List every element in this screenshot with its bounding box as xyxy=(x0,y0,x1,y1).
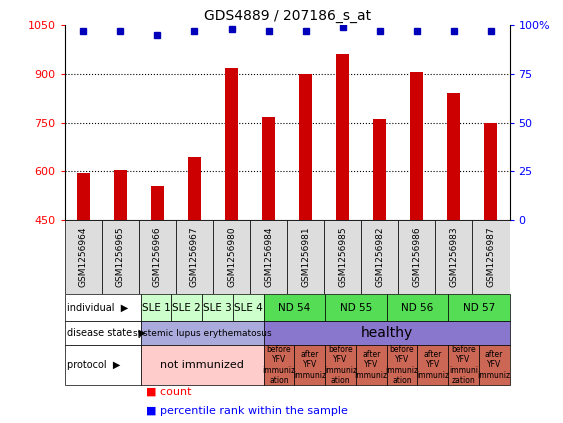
Text: GSM1256986: GSM1256986 xyxy=(412,227,421,287)
FancyBboxPatch shape xyxy=(250,220,287,294)
Bar xyxy=(299,74,312,220)
Text: GSM1256967: GSM1256967 xyxy=(190,227,199,287)
Text: GSM1256981: GSM1256981 xyxy=(301,227,310,287)
Bar xyxy=(151,186,164,220)
Title: GDS4889 / 207186_s_at: GDS4889 / 207186_s_at xyxy=(204,9,370,23)
Bar xyxy=(448,93,461,220)
FancyBboxPatch shape xyxy=(176,220,213,294)
Text: before
YFV
immuniz
ation: before YFV immuniz ation xyxy=(262,345,296,385)
Text: after
YFV
immuniz: after YFV immuniz xyxy=(416,350,449,380)
Bar xyxy=(77,173,90,220)
Text: before
YFV
immuni
zation: before YFV immuni zation xyxy=(449,345,478,385)
Text: after
YFV
immuniz: after YFV immuniz xyxy=(293,350,327,380)
Bar xyxy=(485,123,498,220)
Text: ■ percentile rank within the sample: ■ percentile rank within the sample xyxy=(146,406,348,416)
Text: SLE 4: SLE 4 xyxy=(234,303,263,313)
Text: GSM1256983: GSM1256983 xyxy=(449,227,458,287)
FancyBboxPatch shape xyxy=(324,220,361,294)
Text: not immunized: not immunized xyxy=(160,360,244,370)
Text: GSM1256980: GSM1256980 xyxy=(227,227,236,287)
Text: before
YFV
immuniz
ation: before YFV immuniz ation xyxy=(386,345,418,385)
Text: GSM1256987: GSM1256987 xyxy=(486,227,495,287)
Bar xyxy=(225,68,238,220)
Text: after
YFV
immuniz: after YFV immuniz xyxy=(477,350,511,380)
FancyBboxPatch shape xyxy=(213,220,250,294)
Text: GSM1256966: GSM1256966 xyxy=(153,227,162,287)
Bar xyxy=(410,72,423,220)
Text: SLE 1: SLE 1 xyxy=(142,303,171,313)
Text: GSM1256985: GSM1256985 xyxy=(338,227,347,287)
FancyBboxPatch shape xyxy=(399,220,435,294)
Bar xyxy=(188,157,201,220)
Text: ND 55: ND 55 xyxy=(339,303,372,313)
FancyBboxPatch shape xyxy=(65,220,102,294)
Text: SLE 3: SLE 3 xyxy=(203,303,232,313)
Bar xyxy=(114,170,127,220)
Text: individual  ▶: individual ▶ xyxy=(67,303,128,313)
Text: after
YFV
immuniz: after YFV immuniz xyxy=(355,350,388,380)
Text: before
YFV
immuniz
ation: before YFV immuniz ation xyxy=(324,345,357,385)
Text: GSM1256965: GSM1256965 xyxy=(116,227,125,287)
Text: ND 57: ND 57 xyxy=(463,303,495,313)
Text: ND 54: ND 54 xyxy=(278,303,311,313)
FancyBboxPatch shape xyxy=(139,220,176,294)
Text: protocol  ▶: protocol ▶ xyxy=(67,360,120,370)
Bar xyxy=(336,54,349,220)
Text: GSM1256964: GSM1256964 xyxy=(79,227,88,287)
FancyBboxPatch shape xyxy=(361,220,399,294)
Text: SLE 2: SLE 2 xyxy=(172,303,201,313)
Bar xyxy=(262,117,275,220)
Text: GSM1256984: GSM1256984 xyxy=(264,227,273,287)
Text: systemic lupus erythematosus: systemic lupus erythematosus xyxy=(133,329,271,338)
FancyBboxPatch shape xyxy=(472,220,510,294)
Bar xyxy=(373,119,386,220)
FancyBboxPatch shape xyxy=(435,220,472,294)
Text: disease state  ▶: disease state ▶ xyxy=(67,328,146,338)
Text: healthy: healthy xyxy=(360,326,413,340)
Text: ■ count: ■ count xyxy=(146,387,192,397)
Text: ND 56: ND 56 xyxy=(401,303,434,313)
FancyBboxPatch shape xyxy=(287,220,324,294)
Text: GSM1256982: GSM1256982 xyxy=(376,227,385,287)
FancyBboxPatch shape xyxy=(102,220,139,294)
